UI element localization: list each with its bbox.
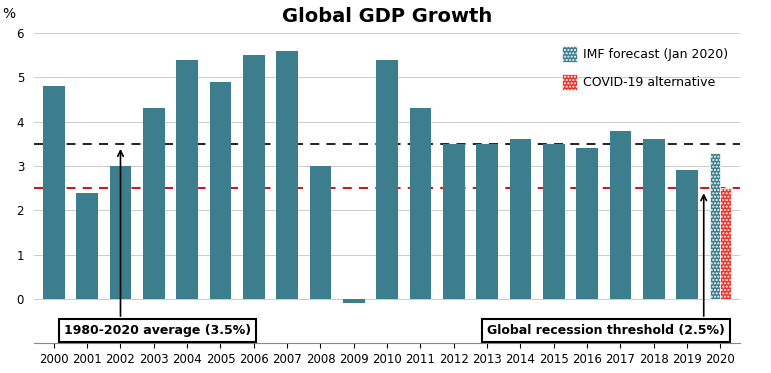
Bar: [210, 82, 231, 299]
Bar: [43, 86, 65, 299]
Bar: [76, 192, 98, 299]
Bar: [109, 166, 131, 299]
Bar: [510, 140, 531, 299]
Legend: IMF forecast (Jan 2020), COVID-19 alternative: IMF forecast (Jan 2020), COVID-19 altern…: [555, 39, 734, 97]
Bar: [610, 131, 631, 299]
Bar: [543, 144, 564, 299]
Bar: [343, 299, 365, 304]
Bar: [177, 60, 198, 299]
Bar: [243, 55, 264, 299]
Bar: [143, 109, 165, 299]
Bar: [720, 188, 731, 299]
Bar: [310, 166, 332, 299]
Bar: [709, 153, 720, 299]
Bar: [276, 51, 298, 299]
Bar: [476, 144, 498, 299]
Text: Global recession threshold (2.5%): Global recession threshold (2.5%): [487, 325, 725, 338]
Bar: [409, 109, 431, 299]
Bar: [443, 144, 465, 299]
Text: %: %: [2, 7, 15, 21]
Title: Global GDP Growth: Global GDP Growth: [282, 7, 492, 26]
Bar: [376, 60, 398, 299]
Bar: [643, 140, 665, 299]
Bar: [576, 148, 598, 299]
Bar: [676, 170, 698, 299]
Text: 1980-2020 average (3.5%): 1980-2020 average (3.5%): [64, 325, 251, 338]
